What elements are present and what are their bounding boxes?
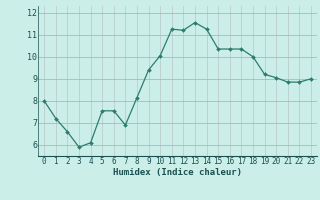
X-axis label: Humidex (Indice chaleur): Humidex (Indice chaleur) [113, 168, 242, 177]
